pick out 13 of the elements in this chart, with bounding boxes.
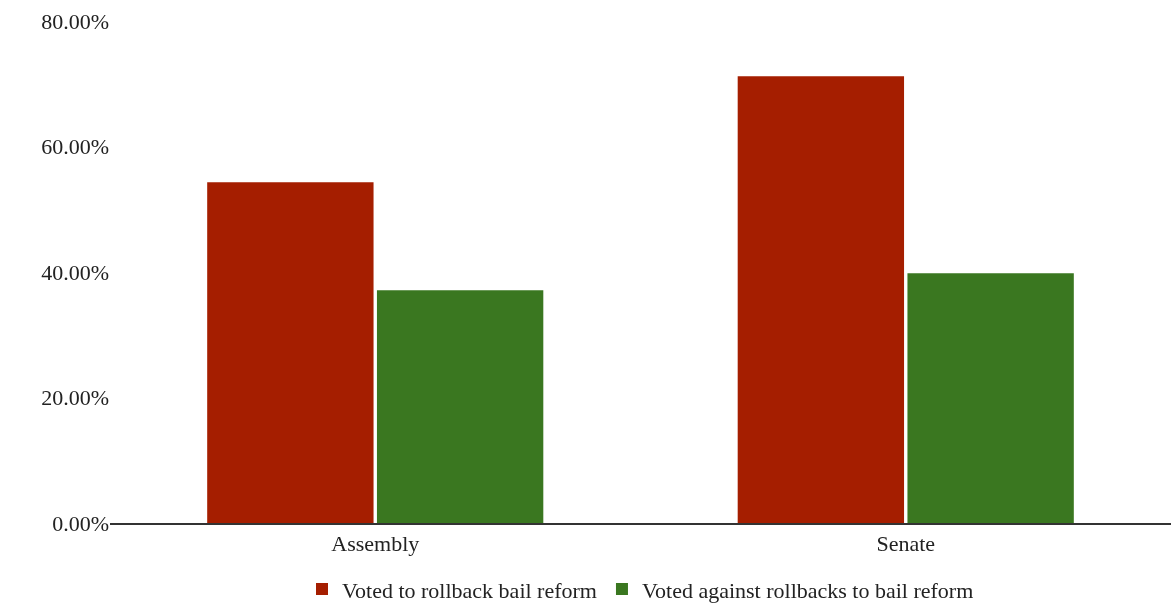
y-tick-label: 40.00% [41,259,109,285]
legend-label: Voted to rollback bail reform [342,577,597,603]
y-tick-label: 0.00% [52,510,109,536]
bar [207,182,374,523]
x-tick-label: Assembly [331,531,420,557]
bar [376,290,544,523]
x-tick-label: Senate [876,531,936,557]
bar [907,273,1074,523]
bar [737,76,905,523]
y-tick-label: 80.00% [41,8,109,34]
y-tick-label: 60.00% [41,134,109,160]
y-tick-label: 20.00% [41,385,109,411]
legend-label: Voted against rollbacks to bail reform [641,577,974,603]
